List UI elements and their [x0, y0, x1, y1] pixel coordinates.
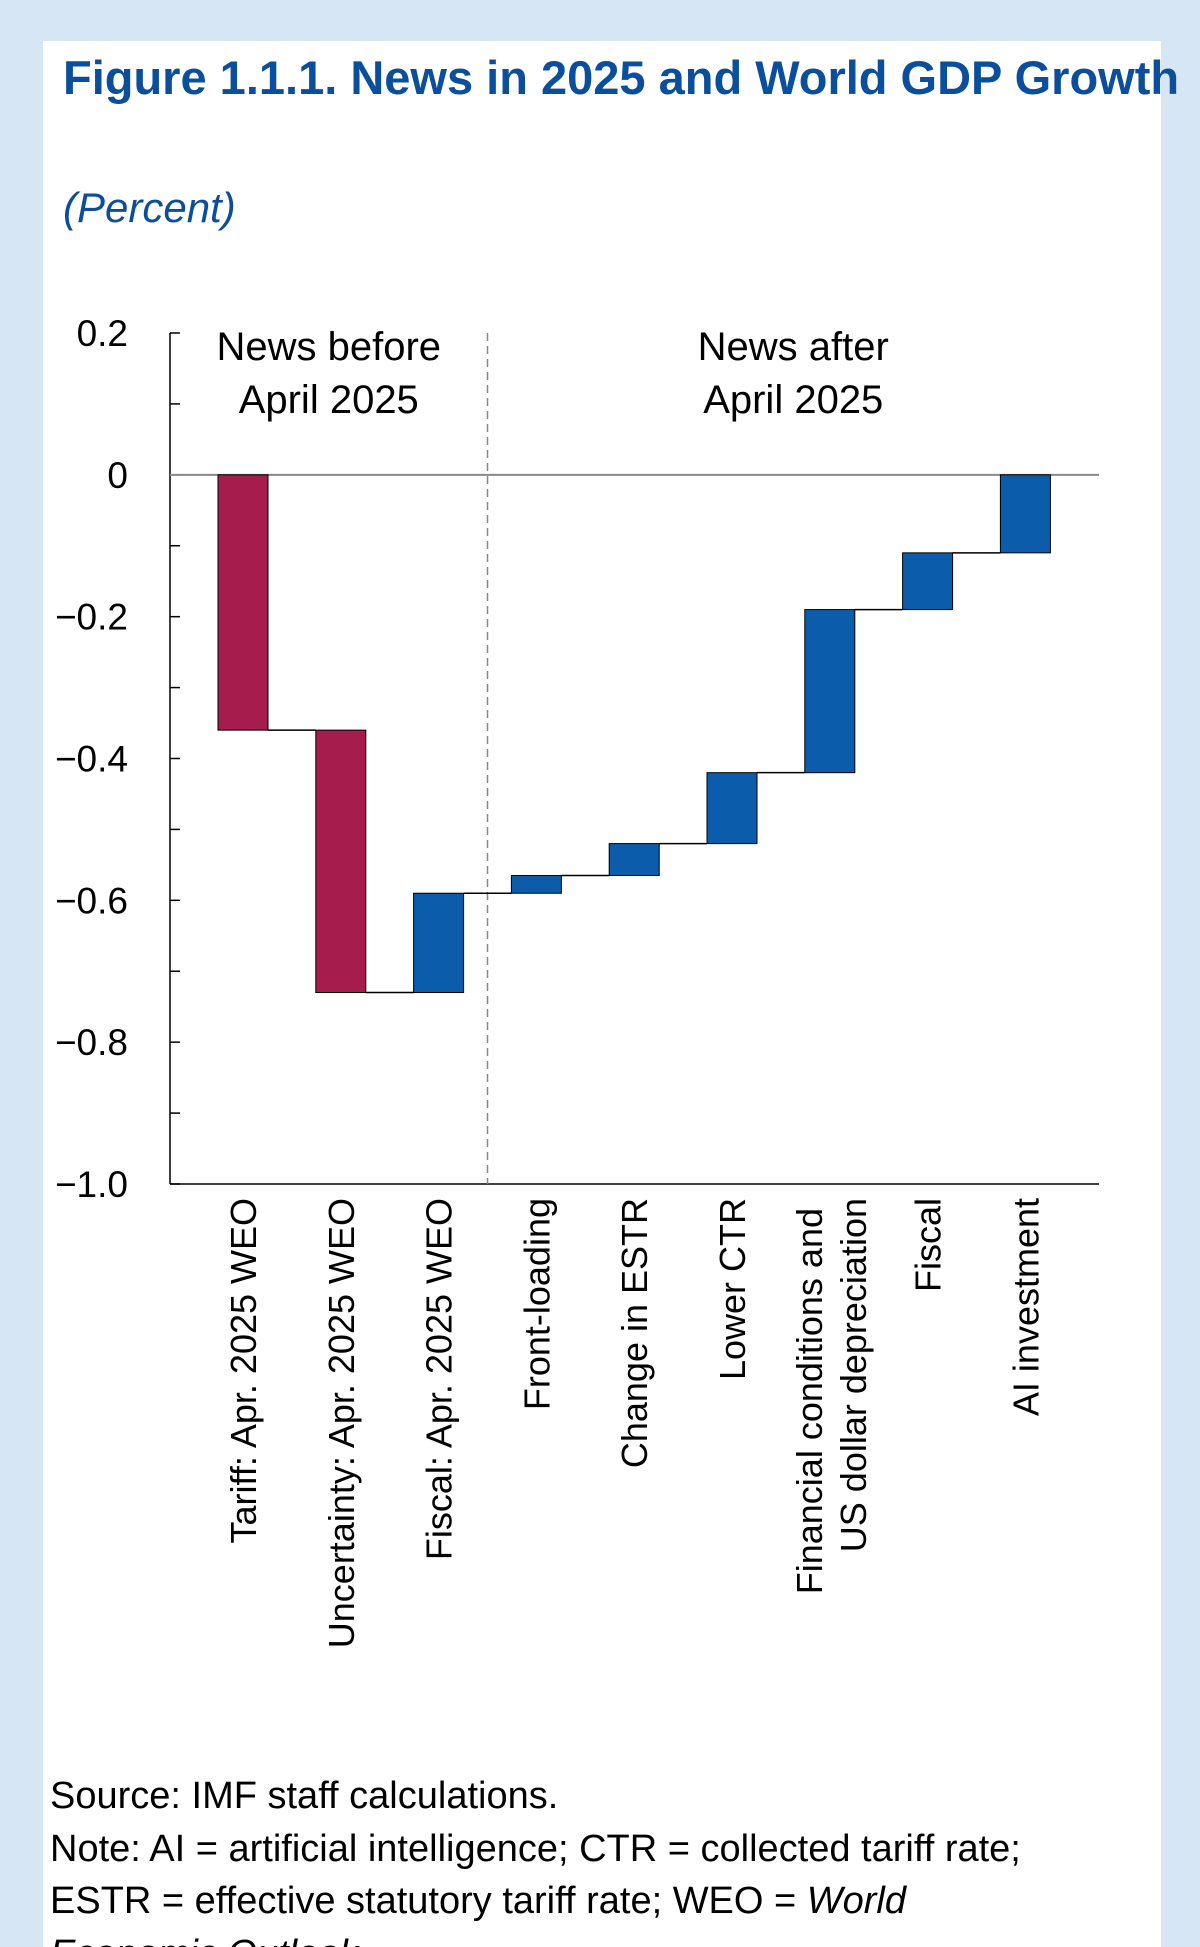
note: ESTR = effective statutory tariff rate; … [50, 1880, 908, 1922]
x-tick-label: Change in ESTR [614, 1198, 655, 1468]
y-tick-label: −0.2 [55, 597, 128, 638]
chart-title: Figure 1.1.1. News in 2025 and World GDP… [63, 51, 1179, 104]
note: Note: AI = artificial intelligence; CTR … [50, 1828, 1021, 1870]
bar [510, 875, 562, 894]
bar [608, 843, 660, 877]
bar [804, 609, 856, 774]
y-tick-label: −0.8 [55, 1022, 128, 1063]
bar [999, 474, 1051, 554]
note-text: ESTR = effective statutory tariff rate; … [50, 1880, 807, 1922]
y-tick-label: 0 [107, 455, 128, 496]
note-text: World [807, 1880, 908, 1922]
x-tick-label-line: Financial conditions and [789, 1198, 830, 1594]
y-tick-label: −0.4 [55, 739, 128, 780]
x-tick-label: Tariff: Apr. 2025 WEO [223, 1198, 264, 1544]
chart-subtitle: (Percent) [63, 184, 236, 231]
bar [217, 474, 269, 731]
x-tick-label: AI investment [1005, 1198, 1046, 1416]
bar [706, 772, 758, 845]
y-tick-label: 0.2 [77, 313, 128, 354]
source: Source: IMF staff calculations. [50, 1775, 558, 1817]
bar [315, 729, 367, 994]
note: Economic Outlook. [50, 1933, 369, 1947]
x-tick-label: Lower CTR [712, 1198, 753, 1380]
group-label: April 2025 [239, 378, 419, 422]
group-label: April 2025 [703, 378, 883, 422]
bar [902, 552, 954, 611]
panel [43, 41, 1161, 1947]
y-tick-label: −0.6 [55, 880, 128, 921]
x-tick-label: Fiscal: Apr. 2025 WEO [419, 1198, 460, 1560]
y-tick-label: −1.0 [55, 1164, 128, 1205]
group-label: News before [216, 325, 441, 369]
group-label: News after [698, 325, 889, 369]
x-tick-label: Fiscal [908, 1198, 949, 1292]
x-tick-label-line: US dollar depreciation [833, 1198, 874, 1552]
bar [413, 892, 465, 994]
x-tick-label: Uncertainty: Apr. 2025 WEO [321, 1198, 362, 1648]
x-tick-label: Financial conditions and US dollar depre… [789, 1198, 874, 1594]
x-tick-label: Front-loading [516, 1198, 557, 1410]
